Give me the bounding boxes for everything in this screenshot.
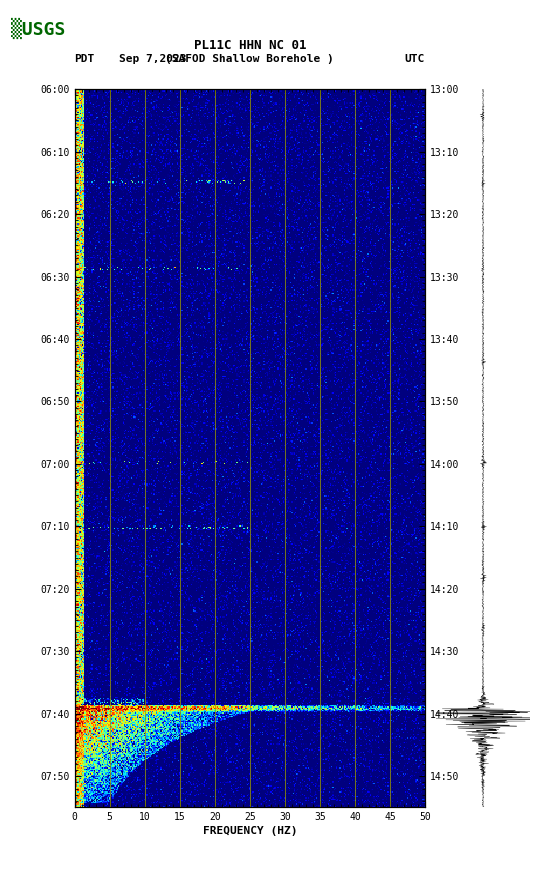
- Text: UTC: UTC: [405, 54, 425, 64]
- Text: PDT: PDT: [75, 54, 95, 64]
- X-axis label: FREQUENCY (HZ): FREQUENCY (HZ): [203, 826, 297, 837]
- Text: ▒USGS: ▒USGS: [11, 18, 66, 39]
- Text: PL11C HHN NC 01: PL11C HHN NC 01: [194, 38, 306, 52]
- Text: Sep 7,2023: Sep 7,2023: [119, 54, 186, 64]
- Text: (SAFOD Shallow Borehole ): (SAFOD Shallow Borehole ): [166, 54, 334, 64]
